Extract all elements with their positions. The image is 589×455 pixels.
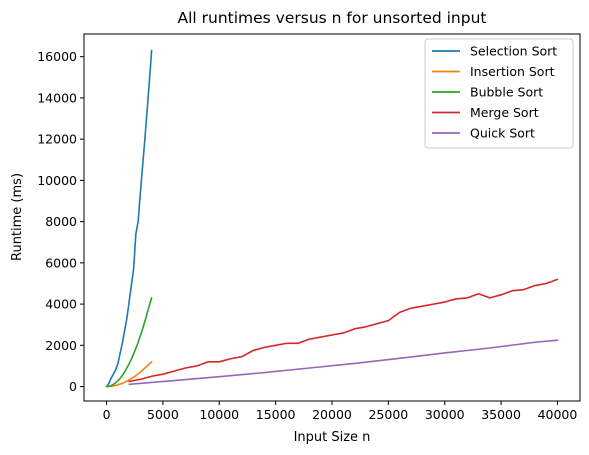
legend-label: Merge Sort [470,105,539,120]
y-tick-label: 14000 [37,90,77,105]
y-axis-label: Runtime (ms) [10,173,25,261]
x-tick-label: 35000 [481,407,521,422]
y-tick-label: 12000 [37,132,77,147]
legend-box [424,38,574,149]
x-tick-label: 20000 [312,407,352,422]
x-tick-label: 30000 [425,407,465,422]
x-axis-ticks: 0 5000 10000 15000 20000 25000 30000 35000 40000 [103,401,578,422]
x-axis-label: Input Size n [294,430,371,445]
legend-label: Bubble Sort [470,85,543,100]
x-tick-label: 5000 [147,407,179,422]
y-tick-label: 16000 [37,49,77,64]
series-line-quick-sort [128,339,559,386]
y-tick-label: 6000 [45,255,77,270]
x-tick-label: 10000 [199,407,239,422]
series-line-merge-sort [128,278,559,383]
series-line-selection-sort [105,49,153,388]
series-line-insertion-sort [105,361,153,388]
x-tick-label: 40000 [538,407,578,422]
y-tick-label: 8000 [45,214,77,229]
y-tick-label: 10000 [37,173,77,188]
chart-title: All runtimes versus n for unsorted input [178,9,487,27]
x-tick-label: 15000 [256,407,296,422]
legend-label: Quick Sort [470,126,535,141]
plot-lines [105,49,559,388]
y-axis-ticks: 0 2000 4000 6000 8000 10000 12000 14000 16000 [37,49,84,394]
y-tick-label: 0 [69,379,77,394]
y-tick-label: 4000 [45,297,77,312]
x-tick-label: 0 [103,407,111,422]
legend-label: Insertion Sort [470,64,555,79]
legend: Selection Sort Insertion Sort Bubble Sort M… [424,38,574,149]
y-tick-label: 2000 [45,338,77,353]
x-tick-label: 25000 [368,407,408,422]
series-line-bubble-sort [105,297,153,388]
legend-label: Selection Sort [470,44,557,59]
